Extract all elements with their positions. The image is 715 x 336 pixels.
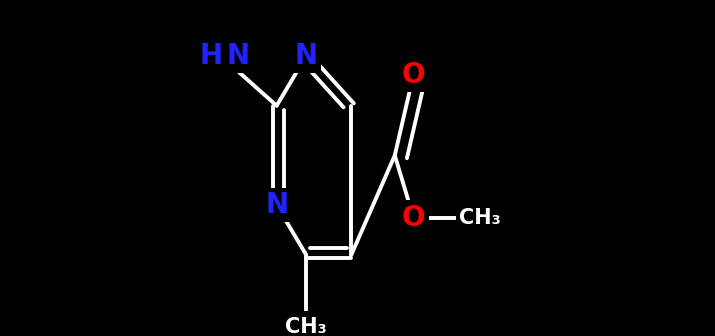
Text: CH₃: CH₃ — [285, 317, 327, 336]
Text: N: N — [265, 191, 288, 219]
Text: O: O — [402, 204, 425, 232]
Text: O: O — [402, 60, 425, 89]
Text: N: N — [226, 42, 250, 70]
Text: N: N — [295, 42, 317, 70]
Text: H: H — [199, 42, 222, 70]
Text: 2: 2 — [222, 55, 235, 73]
Text: CH₃: CH₃ — [458, 208, 500, 227]
